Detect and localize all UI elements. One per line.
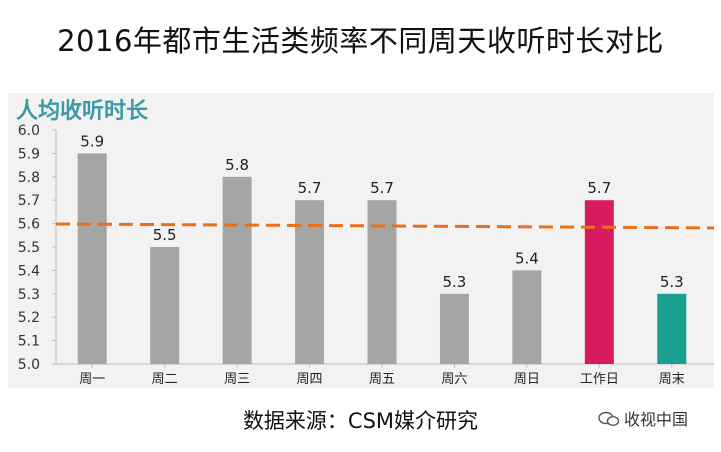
x-tick-label: 周末 <box>659 372 685 387</box>
x-tick-label: 周五 <box>369 372 395 387</box>
bar <box>367 200 397 364</box>
watermark-text: 收视中国 <box>624 410 689 429</box>
y-tick-label: 5.3 <box>18 287 40 303</box>
y-tick-label: 5.8 <box>18 170 40 186</box>
bar-value-label: 5.4 <box>515 249 539 267</box>
y-tick-label: 5.0 <box>18 357 40 373</box>
x-tick-label: 周六 <box>441 372 467 387</box>
bar-value-label: 5.5 <box>153 226 177 244</box>
y-tick-label: 5.4 <box>18 263 40 279</box>
y-tick-label: 5.9 <box>18 146 40 162</box>
x-tick-label: 周日 <box>514 372 540 387</box>
bar <box>77 153 107 364</box>
x-tick-label: 周二 <box>152 372 178 387</box>
reference-line <box>55 222 714 230</box>
bar-chart: 5.0 5.1 5.2 5.3 5.4 5.5 5.6 5.7 5.8 5.9 6.0 5.9 周一 5.… <box>18 123 714 387</box>
bar <box>295 200 325 364</box>
x-tick-label: 工作日 <box>580 372 619 387</box>
bar <box>657 293 687 364</box>
x-tick-label: 周一 <box>79 372 105 387</box>
watermark: 收视中国 <box>598 406 688 430</box>
y-tick-label: 5.1 <box>18 334 40 350</box>
bar-value-label: 5.8 <box>225 156 249 174</box>
bar <box>584 200 614 364</box>
y-tick-label: 6.0 <box>18 123 40 139</box>
bar <box>439 293 469 364</box>
bar-value-label: 5.9 <box>80 132 104 150</box>
bar-value-label: 5.7 <box>370 179 394 197</box>
bar-value-label: 5.3 <box>660 273 684 291</box>
wechat-icon <box>598 411 620 427</box>
bar-value-label: 5.7 <box>298 179 322 197</box>
chart-panel: 5.0 5.1 5.2 5.3 5.4 5.5 5.6 5.7 5.8 5.9 6.0 5.9 周一 5.… <box>8 93 714 388</box>
bar <box>150 247 180 364</box>
bar <box>512 270 542 364</box>
y-tick-label: 5.2 <box>18 310 40 326</box>
data-source: 数据来源：CSM媒介研究 <box>242 409 479 433</box>
y-tick-label: 5.7 <box>18 193 40 209</box>
chart-title: 人均收听时长 <box>16 99 149 124</box>
x-tick-label: 周四 <box>297 372 323 387</box>
bar <box>222 176 252 364</box>
y-tick-label: 5.5 <box>18 240 40 256</box>
x-tick-label: 周三 <box>224 372 250 387</box>
page-title: 2016年都市生活类频率不同周天收听时长对比 <box>57 24 664 58</box>
y-tick-label: 5.6 <box>18 217 40 233</box>
bar-value-label: 5.7 <box>587 179 611 197</box>
bar-value-label: 5.3 <box>443 273 467 291</box>
